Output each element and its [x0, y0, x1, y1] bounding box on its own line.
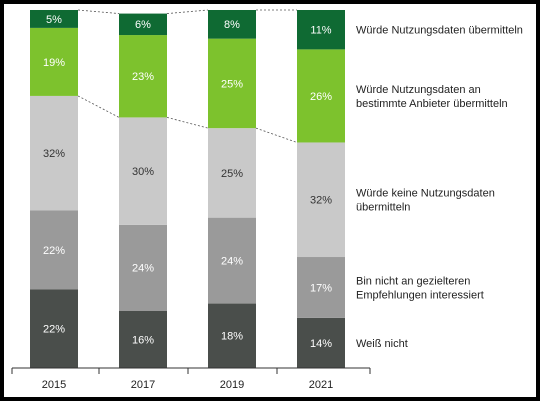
bar-segment: [30, 95, 78, 211]
data-label: 24%: [221, 256, 243, 268]
bar-segment: [30, 10, 78, 28]
data-label: 26%: [310, 91, 332, 103]
stacked-bar-chart: 22% 22% 32% 19% 5% 16% 24% 30% 23% 6% 18% 24% 25% 25%…: [11, 9, 523, 391]
legend-entry: Weiß nicht: [356, 338, 408, 350]
bar-segment: [208, 303, 256, 368]
segment-labels: 22% 22% 32% 19% 5% 16% 24% 30% 23% 6% 18% 24% 25% 25%…: [43, 14, 332, 350]
x-tick-label: 2021: [309, 379, 333, 391]
data-label: 19%: [43, 57, 65, 69]
data-label: 30%: [132, 166, 154, 178]
bar-segment: [208, 128, 256, 218]
bar-segment: [297, 317, 345, 368]
x-tick-label: 2019: [220, 379, 244, 391]
bar-segment: [297, 257, 345, 318]
connector-lines: [77, 9, 298, 143]
bar-segment: [119, 117, 167, 225]
data-label: 32%: [310, 195, 332, 207]
data-label: 17%: [310, 282, 332, 294]
connector-line: [77, 9, 120, 14]
data-label: 6%: [135, 19, 151, 31]
data-label: 5%: [46, 14, 62, 26]
data-label: 11%: [310, 25, 331, 37]
legend: Weiß nicht Bin nicht an gezielteren Empfeh…: [356, 25, 523, 350]
bar-segment: [208, 10, 256, 39]
x-axis: 2015 2017 2019 2021: [11, 367, 371, 391]
bar-segment: [208, 217, 256, 304]
connector-line: [255, 127, 298, 143]
x-tick-label: 2017: [131, 379, 155, 391]
data-label: 8%: [224, 19, 240, 31]
data-label: 25%: [221, 168, 243, 180]
connector-line: [77, 95, 120, 118]
legend-entry: Bin nicht an gezielteren Empfehlungen int…: [356, 275, 484, 301]
data-label: 24%: [132, 263, 154, 275]
data-label: 14%: [310, 338, 332, 350]
connector-line: [166, 117, 209, 129]
bar-segment: [119, 310, 167, 368]
data-label: 23%: [132, 71, 154, 83]
bar-segment: [30, 289, 78, 368]
bar-segment: [297, 49, 345, 143]
connector-line: [166, 9, 209, 14]
legend-entry: Würde Nutzungsdaten an bestimmte Anbieter…: [356, 84, 508, 110]
bar-segment: [30, 27, 78, 96]
bar-segment: [208, 38, 256, 129]
legend-entry: Würde keine Nutzungsdaten übermitteln: [356, 188, 495, 214]
bars: [30, 10, 345, 368]
data-label: 25%: [221, 78, 243, 90]
data-label: 18%: [221, 331, 243, 343]
chart-panel: 22% 22% 32% 19% 5% 16% 24% 30% 23% 6% 18% 24% 25% 25%…: [4, 4, 536, 397]
data-label: 22%: [43, 245, 65, 257]
bar-segment: [119, 13, 167, 36]
bar-segment: [119, 35, 167, 118]
data-label: 16%: [132, 334, 154, 346]
bar-segment: [30, 210, 78, 290]
bar-segment: [297, 10, 345, 50]
bar-segment: [297, 142, 345, 258]
data-label: 22%: [43, 324, 65, 336]
bar-segment: [119, 224, 167, 311]
legend-entry: Würde Nutzungsdaten übermitteln: [356, 25, 523, 37]
x-tick-label: 2015: [42, 379, 66, 391]
data-label: 32%: [43, 148, 65, 160]
